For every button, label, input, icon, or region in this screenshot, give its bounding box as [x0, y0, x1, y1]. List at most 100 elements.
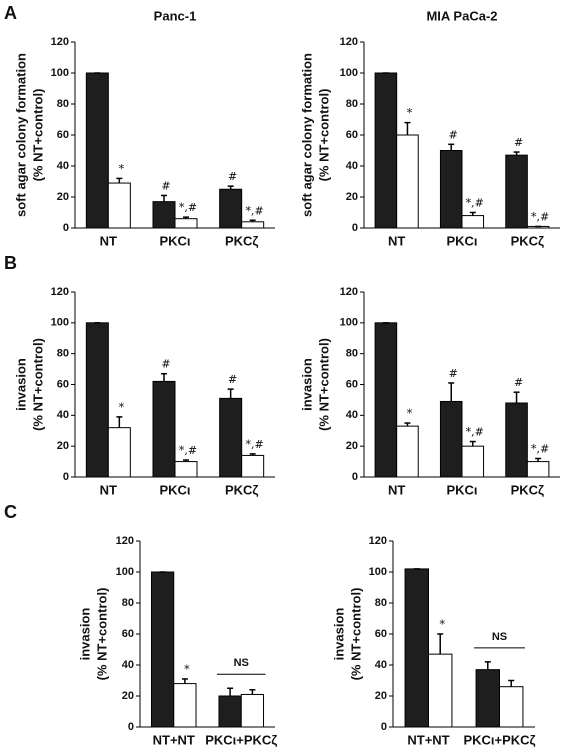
y-tick-label: 120	[116, 535, 134, 547]
y-axis-label: (% NT+control)	[30, 89, 45, 182]
bar	[439, 150, 463, 229]
y-tick-label: 120	[51, 36, 69, 48]
y-tick-label: 80	[375, 597, 387, 609]
chart-title: MIA PaCa-2	[426, 8, 497, 23]
x-tick-label: NT+NT	[407, 732, 449, 747]
y-tick-label: 40	[346, 409, 358, 421]
y-axis-label: (% NT+control)	[94, 588, 109, 681]
bar	[241, 221, 265, 229]
bar	[219, 397, 243, 478]
bar	[218, 695, 242, 728]
chart-title: Panc-1	[154, 8, 197, 23]
y-tick-label: 100	[340, 67, 358, 79]
y-axis-label: soft agar colony formation	[13, 53, 28, 217]
bar	[439, 400, 463, 478]
y-axis-label: invasion	[77, 608, 92, 661]
x-tick-label: NT+NT	[153, 732, 195, 747]
y-tick-label: 20	[375, 690, 387, 702]
y-tick-label: 100	[51, 317, 69, 329]
bar	[499, 686, 524, 728]
y-tick-label: 60	[375, 628, 387, 640]
bar	[174, 461, 198, 478]
y-tick-label: 40	[375, 659, 387, 671]
y-tick-label: 120	[51, 286, 69, 298]
significance-mark: *	[407, 107, 413, 120]
y-tick-label: 20	[346, 440, 358, 452]
x-tick-label: PKCζ	[225, 482, 258, 497]
y-tick-label: 120	[340, 286, 358, 298]
y-tick-label: 80	[57, 348, 69, 360]
bar	[152, 380, 176, 478]
y-axis-label: (% NT+control)	[348, 588, 363, 681]
y-tick-label: 40	[122, 659, 134, 671]
y-tick-label: 0	[381, 721, 387, 733]
y-tick-label: 120	[340, 36, 358, 48]
y-tick-label: 80	[346, 98, 358, 110]
significance-mark: *,#	[466, 426, 484, 439]
y-tick-label: 20	[122, 690, 134, 702]
significance-mark: *,#	[246, 438, 264, 451]
x-tick-label: NT	[388, 482, 405, 497]
bar	[505, 402, 528, 478]
y-tick-label: 120	[369, 535, 387, 547]
significance-mark: #	[228, 373, 237, 386]
bar	[241, 454, 265, 478]
y-tick-label: 40	[57, 160, 69, 172]
y-tick-label: 60	[122, 628, 134, 640]
y-tick-label: 80	[346, 348, 358, 360]
y-tick-label: 60	[57, 129, 69, 141]
bar	[240, 693, 265, 728]
y-tick-label: 60	[346, 378, 358, 390]
y-tick-label: 100	[51, 67, 69, 79]
y-tick-label: 100	[116, 566, 134, 578]
significance-mark: #	[449, 128, 458, 141]
bar	[219, 188, 243, 229]
bar	[505, 154, 528, 229]
bar	[396, 425, 419, 478]
bar	[85, 72, 109, 229]
significance-mark: *	[119, 162, 125, 175]
significance-mark: *,#	[531, 443, 549, 456]
bar	[461, 215, 485, 229]
x-tick-label: NT	[100, 482, 117, 497]
significance-mark: *	[119, 401, 125, 414]
y-tick-label: 80	[122, 597, 134, 609]
significance-mark: *	[184, 663, 190, 676]
x-tick-label: PKCι	[159, 233, 190, 248]
panel-label: A	[4, 3, 17, 23]
significance-mark: *,#	[246, 204, 264, 217]
y-tick-label: 80	[57, 98, 69, 110]
bar	[152, 201, 176, 229]
y-axis-label: soft agar colony formation	[299, 53, 314, 217]
bar	[526, 461, 550, 478]
significance-mark: #	[514, 376, 523, 389]
y-tick-label: 100	[340, 317, 358, 329]
bar	[475, 669, 501, 728]
x-tick-label: PKCι	[159, 482, 190, 497]
y-tick-label: 40	[346, 160, 358, 172]
significance-mark: #	[514, 136, 523, 149]
x-tick-label: PKCι+PKCζ	[205, 732, 277, 747]
y-axis-label: (% NT+control)	[30, 338, 45, 431]
y-tick-label: 0	[63, 222, 69, 234]
y-tick-label: 20	[57, 191, 69, 203]
significance-mark: *	[439, 618, 445, 631]
x-tick-label: NT	[388, 233, 405, 248]
y-tick-label: 60	[346, 129, 358, 141]
y-axis-label: invasion	[331, 608, 346, 661]
y-axis-label: (% NT+control)	[316, 338, 331, 431]
group-annotation: NS	[234, 657, 249, 669]
bar	[404, 568, 430, 728]
bar	[107, 427, 131, 478]
y-tick-label: 0	[63, 471, 69, 483]
x-tick-label: PKCι+PKCζ	[463, 732, 535, 747]
x-tick-label: PKCι	[446, 233, 477, 248]
y-axis-label: invasion	[13, 358, 28, 411]
bar	[374, 72, 398, 229]
bar	[428, 653, 453, 728]
panel-label: B	[4, 253, 17, 273]
y-tick-label: 100	[369, 566, 387, 578]
bar	[174, 218, 198, 229]
